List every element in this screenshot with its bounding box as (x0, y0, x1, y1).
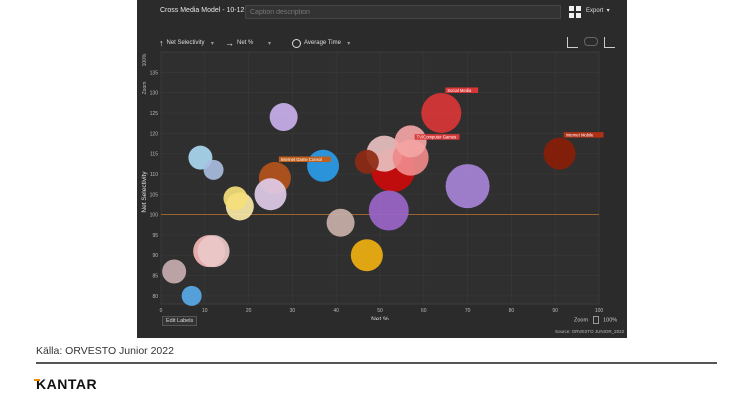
bubble-label-box (563, 132, 604, 138)
export-button[interactable]: Export ▾ (586, 7, 610, 14)
source-caption: Källa: ORVESTO Junior 2022 (36, 345, 174, 357)
kantar-logo: KANTAR (34, 376, 98, 392)
bubble (269, 103, 298, 132)
caption-input[interactable] (245, 5, 561, 19)
bubble (326, 208, 355, 237)
scatter-view-icon[interactable] (567, 37, 578, 48)
app-title: Cross Media Model - 10-12 (160, 7, 245, 14)
bubble (354, 149, 379, 174)
x-tick-label: 20 (246, 308, 252, 314)
x-tick-label: 50 (377, 308, 383, 314)
chevron-down-icon: ▾ (343, 40, 351, 47)
logo-mark (34, 379, 40, 381)
view-toggles (567, 37, 615, 48)
circle-icon (292, 38, 301, 48)
x-tick-label: 80 (509, 308, 515, 314)
bubble-label-box (445, 87, 479, 93)
y-tick-label: 80 (152, 294, 158, 300)
zoom-control[interactable]: Zoom 100% (574, 316, 617, 324)
chevron-down-icon: ▾ (256, 40, 272, 47)
y-tick-label: 110 (150, 172, 158, 178)
zoom-toggle-icon (592, 316, 599, 324)
zoom-label: Zoom (574, 317, 589, 324)
bubble (394, 125, 427, 158)
y-axis-zoom-value: 100% (142, 53, 148, 66)
y-tick-label: 105 (150, 192, 159, 198)
bubble-chart: 0 10 20 30 40 50 60 70 80 90 100 80 85 90 95 100 105 110 1… (141, 51, 604, 320)
source-note: Source: ORVESTO JUNIOR_2022 (555, 329, 625, 334)
bubble (223, 186, 248, 211)
grid-icon[interactable] (569, 6, 581, 18)
x-axis-label: Net % (371, 316, 389, 320)
y-axis-zoom-label: Zoom (142, 82, 148, 95)
bubble (197, 235, 230, 268)
bubble (254, 178, 287, 211)
x-axis-selector-label: Net % (237, 40, 254, 46)
bubble-label: Internet Mobile (566, 132, 594, 137)
chevron-down-icon: ▾ (605, 8, 610, 14)
y-tick-label: 95 (152, 233, 158, 239)
y-tick-label: 135 (150, 70, 159, 76)
bubble (368, 190, 409, 231)
y-tick-label: 130 (150, 91, 159, 97)
x-tick-label: 90 (552, 308, 558, 314)
x-tick-label: 10 (202, 308, 208, 314)
y-tick-label: 100 (150, 213, 159, 219)
y-tick-label: 125 (150, 111, 159, 117)
y-tick-label: 120 (150, 131, 159, 137)
arrow-right-icon: → (225, 38, 234, 48)
cross-media-app: Cross Media Model - 10-12 Export ▾ ↑ Net… (137, 0, 627, 338)
bubble (543, 137, 576, 170)
toggle-icon[interactable] (584, 37, 598, 46)
y-tick-label: 85 (152, 274, 158, 280)
bubble-label: Social Media (447, 88, 472, 93)
x-tick-label: 100 (595, 308, 604, 314)
x-tick-label: 30 (290, 308, 296, 314)
x-axis-selector[interactable]: → Net % ▾ (225, 37, 271, 49)
divider (36, 362, 717, 364)
bubble (307, 149, 340, 182)
bubble (421, 92, 462, 133)
toolbar: ↑ Net Selectivity ▾ → Net % ▾ Average Ti… (137, 37, 627, 51)
y-axis-selector[interactable]: ↑ Net Selectivity ▾ (159, 37, 214, 49)
bubble-label-box (278, 156, 331, 162)
arrow-up-icon: ↑ (159, 38, 164, 48)
y-axis-label: Net Selectivity (141, 171, 148, 213)
y-tick-label: 90 (152, 253, 158, 259)
bubble-label-box (414, 134, 460, 140)
chevron-down-icon: ▾ (207, 40, 214, 47)
x-tick-label: 40 (333, 308, 339, 314)
size-selector[interactable]: Average Time ▾ (292, 37, 350, 49)
title-bar: Cross Media Model - 10-12 Export ▾ (137, 0, 627, 26)
bubble (203, 159, 224, 180)
x-tick-label: 70 (465, 308, 471, 314)
chart-view-icon[interactable] (604, 37, 615, 48)
bubble-label: TV/Computer Games (417, 134, 457, 139)
x-tick-label: 60 (421, 308, 427, 314)
zoom-value: 100% (603, 317, 618, 324)
bubble-label: Internet Game Consol (281, 157, 322, 162)
bubble (181, 285, 202, 306)
y-axis-selector-label: Net Selectivity (166, 40, 205, 46)
export-label: Export (586, 8, 604, 14)
y-tick-label: 115 (150, 152, 158, 158)
bubble (162, 259, 187, 284)
bubble (445, 164, 490, 209)
x-tick-label: 0 (160, 308, 163, 314)
brand-name: KANTAR (36, 376, 98, 392)
size-selector-label: Average Time (304, 40, 341, 46)
edit-labels-button[interactable]: Edit Labels (162, 316, 198, 326)
bubble (350, 239, 383, 272)
